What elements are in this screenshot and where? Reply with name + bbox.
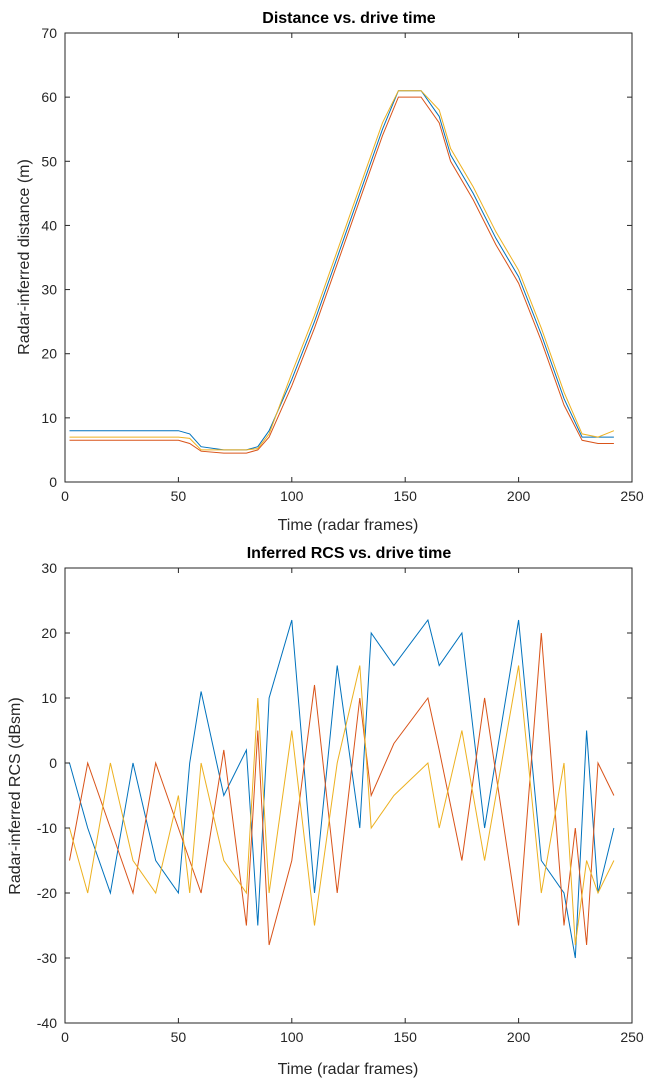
x-tick-label: 150	[394, 1029, 418, 1045]
y-tick-label: -20	[37, 885, 57, 901]
x-tick-label: 100	[280, 488, 304, 504]
rcs-chart: Inferred RCS vs. drive time 0 50 100 150 200…	[7, 545, 644, 1078]
y-tick-label: 0	[49, 755, 57, 771]
x-tick-label: 250	[620, 488, 644, 504]
distance-chart-title: Distance vs. drive time	[262, 10, 436, 27]
x-tick-label: 0	[61, 488, 69, 504]
x-tick-label: 100	[280, 1029, 304, 1045]
y-tick-label: 20	[41, 625, 57, 641]
x-tick-label: 0	[61, 1029, 69, 1045]
y-tick-label: 60	[41, 89, 57, 105]
y-tick-label: 30	[41, 282, 57, 298]
rcs-plot-frame	[64, 567, 633, 1024]
rcs-y-axis-label: Radar-inferred RCS (dBsm)	[7, 697, 24, 894]
y-tick-label: 0	[49, 474, 57, 490]
y-tick-label: 70	[41, 25, 57, 41]
x-tick-label: 150	[394, 488, 418, 504]
x-tick-label: 50	[171, 1029, 187, 1045]
x-tick-label: 50	[171, 488, 187, 504]
rcs-chart-title: Inferred RCS vs. drive time	[247, 545, 452, 562]
series-line	[69, 618, 615, 959]
y-tick-label: 40	[41, 217, 57, 233]
y-tick-label: -40	[37, 1015, 57, 1031]
y-tick-label: 20	[41, 346, 57, 362]
distance-plot-frame	[64, 32, 633, 483]
rcs-series-lines	[69, 618, 615, 959]
y-tick-label: 10	[41, 410, 57, 426]
series-line	[69, 90, 615, 451]
x-tick-label: 200	[507, 1029, 531, 1045]
series-line	[69, 96, 614, 454]
series-line	[69, 90, 614, 451]
x-tick-label: 250	[620, 1029, 644, 1045]
series-line	[69, 665, 615, 946]
distance-y-axis-label: Radar-inferred distance (m)	[16, 159, 33, 355]
rcs-x-ticks: 0 50 100 150 200 250	[61, 568, 644, 1045]
y-tick-label: 30	[41, 560, 57, 576]
y-tick-label: -30	[37, 950, 57, 966]
distance-x-axis-label: Time (radar frames)	[278, 517, 419, 534]
distance-y-ticks: 0 10 20 30 40 50 60 70	[41, 25, 632, 490]
y-tick-label: -10	[37, 820, 57, 836]
distance-chart: Distance vs. drive time 0 50 100 150 200 250 …	[16, 10, 644, 534]
distance-x-ticks: 0 50 100 150 200 250	[61, 33, 644, 504]
rcs-y-ticks: -40 -30 -20 -10 0 10 20 30	[37, 560, 632, 1031]
x-tick-label: 200	[507, 488, 531, 504]
distance-series-lines	[69, 90, 615, 454]
series-line	[69, 632, 615, 946]
rcs-x-axis-label: Time (radar frames)	[278, 1061, 419, 1078]
y-tick-label: 50	[41, 153, 57, 169]
y-tick-label: 10	[41, 690, 57, 706]
